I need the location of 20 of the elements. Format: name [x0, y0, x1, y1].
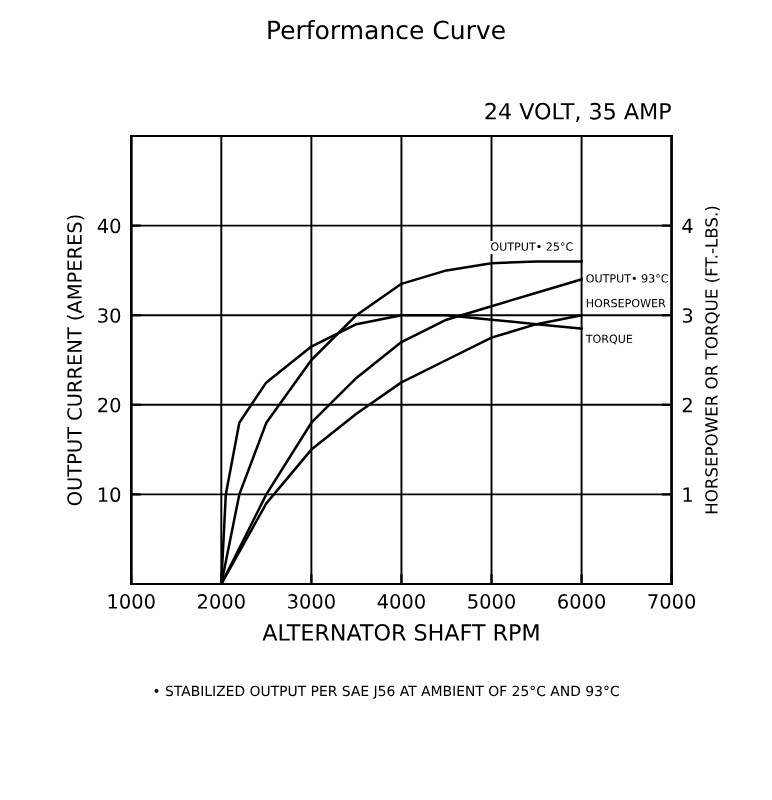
x-tick-label: 4000: [377, 594, 425, 609]
y-axis-title: OUTPUT CURRENT (AMPERES): [66, 215, 85, 506]
y-tick-label: 40: [97, 218, 121, 234]
x-tick-label: 1000: [108, 594, 155, 609]
y2-tick-label: 3: [682, 308, 693, 323]
y-tick-label: 20: [98, 397, 121, 413]
y-tick-label: 10: [98, 487, 121, 503]
chart-title: Performance Curve: [268, 20, 505, 40]
y2-tick-label: 2: [682, 397, 692, 413]
x-tick-label: 2000: [197, 594, 245, 609]
y2-axis-title: HORSEPOWER OR TORQUE (FT.-LBS.): [704, 206, 720, 514]
y2-tick-label: 4: [682, 218, 693, 233]
x-tick-label: 3000: [288, 594, 335, 609]
text: 24 VOLT, 35 AMP: [485, 102, 671, 122]
y-tick-label: 30: [98, 308, 121, 323]
x-tick-label: 6000: [558, 594, 606, 609]
y2-tick-label: 1: [683, 487, 692, 502]
x-tick-label: 5000: [468, 594, 515, 609]
x-tick-label: 7000: [648, 594, 696, 609]
x-axis-title: ALTERNATOR SHAFT RPM: [262, 624, 539, 641]
